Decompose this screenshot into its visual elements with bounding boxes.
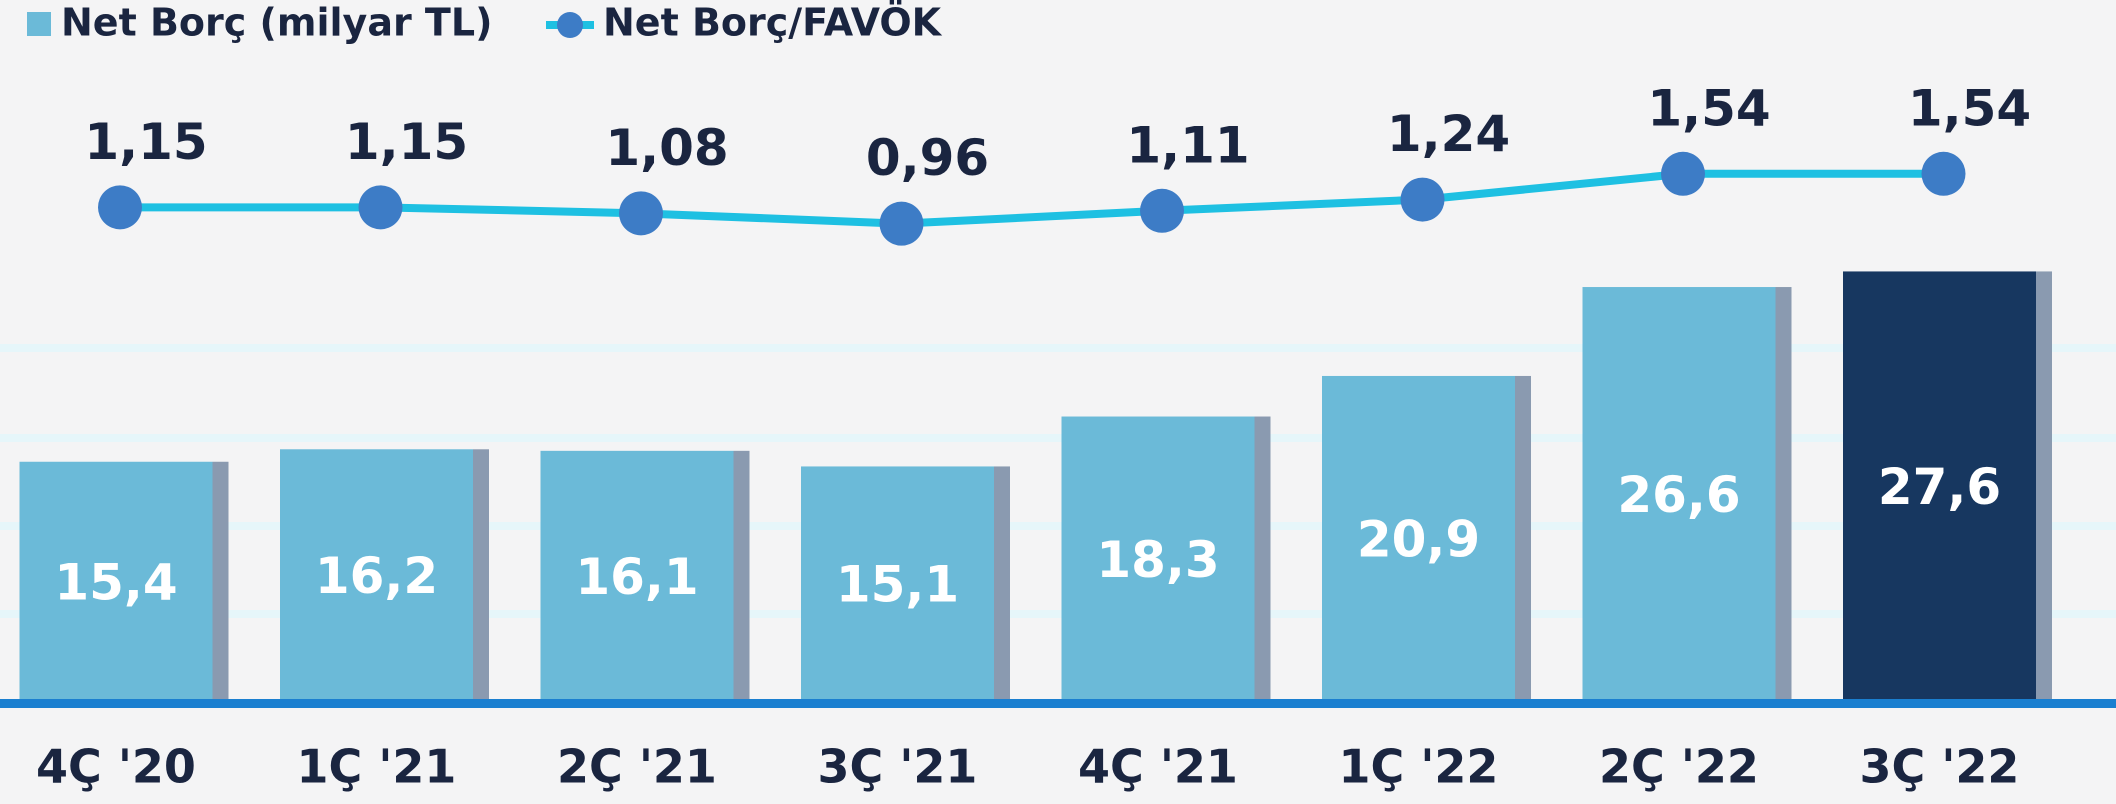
bar-shadow [1254, 416, 1271, 702]
x-tick-label: 1Ç '22 [1339, 740, 1499, 794]
line-marker [358, 185, 403, 230]
bar-shadow [212, 461, 229, 702]
line-marker [1661, 151, 1705, 196]
bar-value-label: 26,6 [1617, 466, 1740, 524]
bar-value-label: 27,6 [1878, 458, 2001, 516]
line [120, 169, 1944, 228]
line-value-label: 1,08 [605, 119, 728, 177]
legend-label: Net Borç (milyar TL) [61, 1, 492, 45]
baseline [0, 699, 2116, 708]
bar [1843, 271, 2036, 702]
bar [1061, 416, 1255, 702]
bar-value-label: 15,1 [836, 556, 959, 614]
line-marker [1140, 188, 1184, 233]
line-marker [1400, 177, 1445, 222]
bar [801, 466, 994, 702]
x-tick-label: 4Ç '21 [1078, 740, 1238, 794]
x-tick-label: 3Ç '22 [1860, 740, 2020, 794]
line-value-label: 1,54 [1647, 79, 1770, 137]
x-tick-label: 2Ç '22 [1599, 740, 1759, 794]
line-value-label: 1,54 [1908, 79, 2031, 137]
legend-label: Net Borç/FAVÖK [603, 1, 943, 45]
bar-shadow [2036, 271, 2052, 702]
bar-shadow [994, 466, 1010, 702]
bar-shadow [473, 449, 489, 702]
line-value-label: 1,15 [345, 113, 468, 171]
legend-swatch [27, 12, 51, 36]
line-marker [619, 191, 663, 236]
bar-shadow [1515, 375, 1531, 702]
line-value-label: 1,11 [1126, 116, 1249, 174]
bar-value-label: 15,4 [54, 553, 177, 611]
x-tick-label: 1Ç '21 [297, 740, 457, 794]
bar [540, 450, 734, 702]
bar-value-label: 16,1 [575, 548, 698, 606]
bar-shadow [733, 450, 750, 702]
bar-value-label: 20,9 [1357, 510, 1480, 568]
x-tick-label: 4Ç '20 [36, 740, 196, 794]
x-tick-label: 2Ç '21 [557, 740, 717, 794]
bar [19, 461, 213, 702]
line-marker [1921, 151, 1966, 196]
bar-value-label: 16,2 [315, 547, 438, 605]
line-marker [98, 185, 142, 230]
bar [1322, 375, 1515, 702]
line-value-label: 0,96 [866, 129, 989, 187]
bar [1582, 287, 1776, 702]
line-marker [879, 201, 924, 246]
line-value-label: 1,15 [84, 113, 207, 171]
legend-swatch [557, 12, 583, 38]
line-value-label: 1,24 [1387, 105, 1510, 163]
bar-value-label: 18,3 [1096, 531, 1219, 589]
bar-shadow [1775, 287, 1792, 702]
x-tick-label: 3Ç '21 [818, 740, 978, 794]
bar [280, 449, 473, 702]
